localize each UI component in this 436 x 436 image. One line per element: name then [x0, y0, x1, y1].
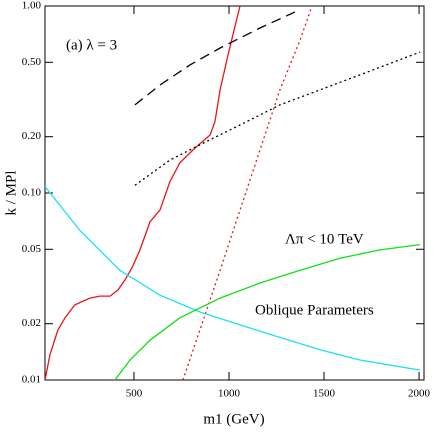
line: [134, 11, 296, 106]
y-axis-label: k / MPl: [3, 170, 19, 215]
y-tick-label: 1.00: [22, 0, 42, 12]
line: [45, 6, 241, 380]
y-tick-label: 0.05: [22, 243, 42, 255]
line: [182, 6, 313, 380]
plot-frame: [44, 5, 425, 381]
x-tick-label: 1500: [313, 388, 336, 400]
line: [45, 186, 421, 371]
y-tick-label: 0.02: [22, 317, 41, 329]
x-tick-label: 500: [126, 388, 143, 400]
y-tick-label: 0.10: [22, 187, 42, 199]
annotation: (a) λ = 3: [66, 37, 117, 53]
y-tick-label: 0.01: [22, 374, 41, 386]
y-tick-label: 0.20: [22, 130, 42, 142]
x-tick-label: 1000: [218, 388, 241, 400]
line: [114, 243, 421, 380]
annotation: Λπ < 10 TeV: [285, 231, 364, 247]
annotation: Oblique Parameters: [255, 302, 374, 318]
line: [134, 51, 421, 186]
x-tick-label: 2000: [408, 388, 431, 400]
y-tick-label: 0.50: [22, 56, 42, 68]
x-axis-label: m1 (GeV): [203, 411, 264, 427]
